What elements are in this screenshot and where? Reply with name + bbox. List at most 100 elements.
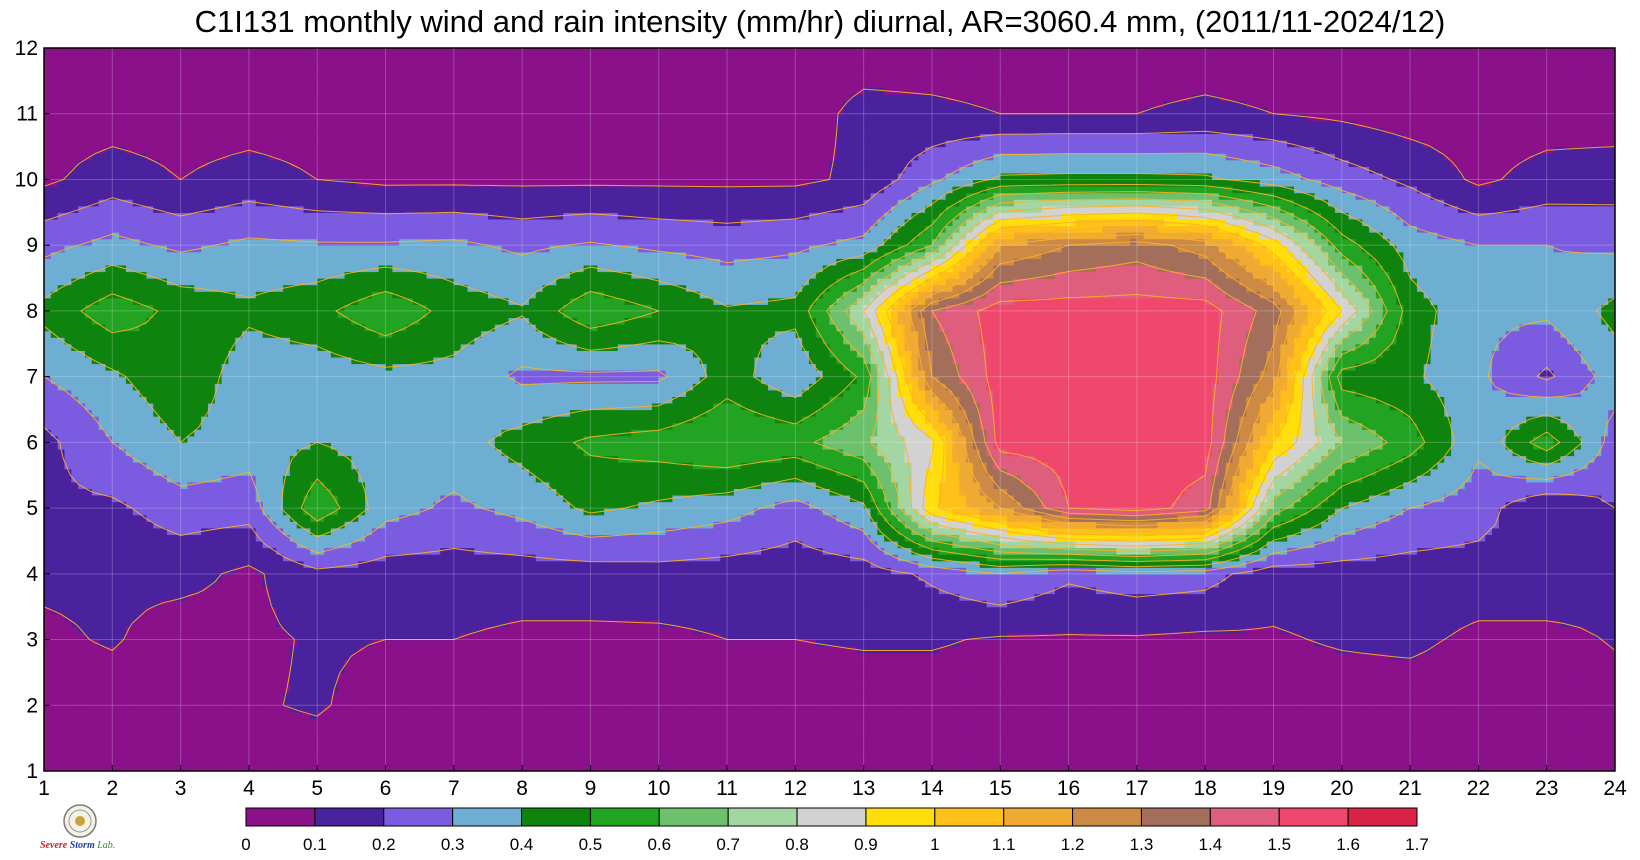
contour-cell [1540, 718, 1547, 725]
contour-cell [1151, 758, 1158, 765]
contour-cell [338, 751, 345, 758]
contour-cell [1588, 672, 1595, 679]
contour-cell [1137, 725, 1144, 732]
contour-cell [1041, 640, 1048, 647]
contour-cell [932, 705, 939, 712]
contour-cell [543, 666, 550, 673]
contour-cell [1260, 679, 1267, 686]
contour-cell [1444, 751, 1451, 758]
contour-cell [1533, 712, 1540, 719]
contour-cell [891, 712, 898, 719]
contour-cell [433, 718, 440, 725]
contour-cell [823, 738, 830, 745]
contour-cell [1034, 679, 1041, 686]
contour-cell [1513, 679, 1520, 686]
contour-cell [1130, 732, 1137, 739]
contour-cell [372, 679, 379, 686]
contour-cell [92, 659, 99, 666]
contour-cell [1396, 718, 1403, 725]
contour-cell [1547, 712, 1554, 719]
contour-cell [1369, 758, 1376, 765]
contour-cell [515, 738, 522, 745]
contour-cell [508, 659, 515, 666]
contour-cell [1369, 686, 1376, 693]
contour-cell [1273, 672, 1280, 679]
contour-cell [891, 659, 898, 666]
contour-cell [160, 653, 167, 660]
contour-cell [160, 725, 167, 732]
contour-cell [1082, 718, 1089, 725]
contour-cell [1014, 686, 1021, 693]
contour-cell [1314, 732, 1321, 739]
contour-cell [392, 686, 399, 693]
contour-cell [1253, 666, 1260, 673]
contour-cell [597, 679, 604, 686]
contour-cell [1485, 679, 1492, 686]
contour-cell [563, 666, 570, 673]
contour-cell [1362, 705, 1369, 712]
contour-cell [215, 659, 222, 666]
contour-cell [843, 732, 850, 739]
contour-cell [85, 745, 92, 752]
contour-cell [850, 732, 857, 739]
contour-cell [1349, 732, 1356, 739]
contour-cell [1403, 705, 1410, 712]
contour-cell [980, 646, 987, 653]
contour-cell [365, 751, 372, 758]
contour-cell [1308, 745, 1315, 752]
contour-cell [1321, 738, 1328, 745]
contour-cell [133, 653, 140, 660]
contour-cell [508, 758, 515, 765]
contour-cell [911, 666, 918, 673]
contour-cell [1014, 646, 1021, 653]
contour-cell [215, 626, 222, 633]
contour-cell [1410, 732, 1417, 739]
contour-cell [638, 640, 645, 647]
contour-cell [133, 745, 140, 752]
contour-cell [1185, 666, 1192, 673]
contour-cell [1062, 626, 1069, 633]
contour-cell [802, 646, 809, 653]
contour-cell [119, 751, 126, 758]
contour-cell [1533, 672, 1540, 679]
contour-cell [399, 712, 406, 719]
contour-cell [754, 692, 761, 699]
contour-cell [652, 712, 659, 719]
contour-cell [310, 679, 317, 686]
contour-cell [1472, 692, 1479, 699]
contour-cell [1253, 758, 1260, 765]
contour-cell [44, 758, 51, 765]
contour-cell [536, 738, 543, 745]
contour-cell [1178, 732, 1185, 739]
contour-cell [570, 646, 577, 653]
contour-cell [529, 705, 536, 712]
contour-cell [51, 653, 58, 660]
contour-cell [700, 725, 707, 732]
contour-cell [713, 745, 720, 752]
contour-cell [256, 640, 263, 647]
contour-cell [1492, 692, 1499, 699]
contour-cell [1041, 659, 1048, 666]
contour-cell [891, 653, 898, 660]
contour-cell [386, 718, 393, 725]
contour-cell [925, 686, 932, 693]
contour-cell [707, 745, 714, 752]
contour-cell [1103, 653, 1110, 660]
contour-cell [1492, 751, 1499, 758]
contour-cell [481, 738, 488, 745]
contour-cell [1123, 640, 1130, 647]
contour-cell [174, 712, 181, 719]
contour-cell [1574, 751, 1581, 758]
contour-cell [529, 653, 536, 660]
contour-cell [795, 653, 802, 660]
contour-cell [543, 626, 550, 633]
contour-cell [1000, 712, 1007, 719]
contour-cell [1219, 718, 1226, 725]
contour-cell [734, 653, 741, 660]
contour-cell [372, 692, 379, 699]
contour-cell [625, 732, 632, 739]
contour-cell [925, 646, 932, 653]
contour-cell [939, 686, 946, 693]
contour-cell [454, 666, 461, 673]
contour-cell [1383, 659, 1390, 666]
